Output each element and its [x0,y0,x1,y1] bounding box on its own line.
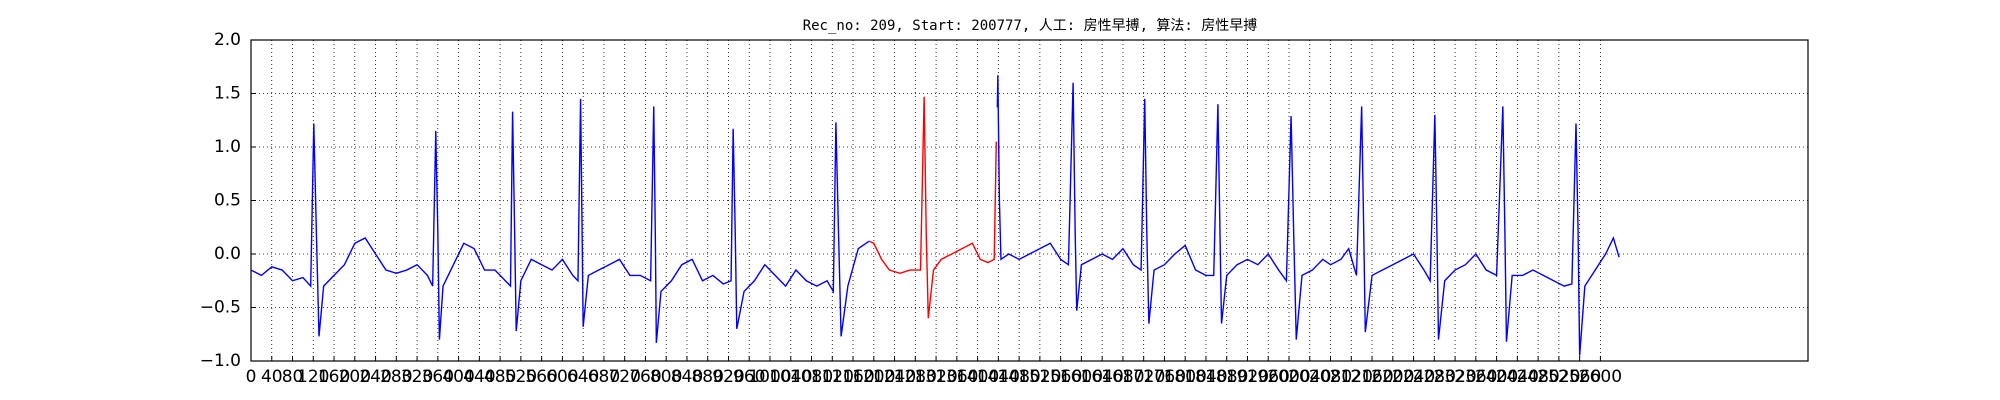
x-tick-label: 2240 [1392,367,1435,387]
x-tick-label: 2600 [1579,367,1622,387]
x-tick-label: 1960 [1247,367,1290,387]
x-tick-label: 2560 [1558,367,1601,387]
x-tick-label: 760 [629,367,661,387]
x-tick-label: 2440 [1496,367,1539,387]
x-tick-label: 640 [567,367,599,387]
x-tick-label: 1720 [1122,367,1165,387]
x-tick-label: 320 [401,367,433,387]
x-tick-label: 1120 [811,367,854,387]
y-tick-label: 1.0 [214,137,241,157]
x-tick-label: 1520 [1018,367,1061,387]
x-tick-label: 440 [463,367,495,387]
x-tick-label: 2200 [1371,367,1414,387]
x-tick-label: 1160 [831,367,874,387]
y-tick-label: 2.0 [214,30,241,50]
x-tick-label: 1760 [1143,367,1186,387]
x-tick-label: 2480 [1516,367,1559,387]
x-tick-label: 1240 [873,367,916,387]
x-tick-label: 1000 [748,367,791,387]
x-tick-label: 2000 [1267,367,1310,387]
x-tick-label: 920 [712,367,744,387]
x-tick-label: 2040 [1288,367,1331,387]
x-tick-label: 360 [422,367,454,387]
x-tick-label: 1360 [935,367,978,387]
x-tick-label: 160 [318,367,350,387]
x-tick-label: 840 [671,367,703,387]
x-tick-label: 40 [261,367,283,387]
signal-line [868,96,997,319]
x-tick-label: 1040 [769,367,812,387]
x-tick-label: 200 [339,367,371,387]
x-tick-label: 2400 [1475,367,1518,387]
signal-line [996,75,1620,356]
x-tick-label: 480 [484,367,516,387]
x-tick-label: 1440 [977,367,1020,387]
x-tick-label: 880 [691,367,723,387]
x-tick-label: 800 [650,367,682,387]
y-tick-label: −1.0 [200,351,241,371]
x-tick-label: 1400 [956,367,999,387]
x-tick-label: 1800 [1164,367,1207,387]
x-tick-label: 240 [359,367,391,387]
x-tick-label: 600 [546,367,578,387]
x-tick-label: 280 [380,367,412,387]
chart-title: Rec_no: 209, Start: 200777, 人工: 房性早搏, 算法… [803,17,1258,34]
x-tick-label: 1280 [894,367,937,387]
x-tick-label: 1640 [1081,367,1124,387]
x-tick-label: 960 [733,367,765,387]
y-tick-label: 0.0 [214,244,241,264]
y-tick-label: 0.5 [214,191,241,211]
x-tick-label: 2520 [1537,367,1580,387]
x-tick-label: 1600 [1060,367,1103,387]
x-tick-label: 2280 [1413,367,1456,387]
x-tick-label: 120 [297,367,329,387]
x-tick-label: 1560 [1039,367,1082,387]
x-tick-label: 680 [588,367,620,387]
x-tick-label: 1200 [852,367,895,387]
x-tick-label: 1680 [1101,367,1144,387]
x-tick-label: 1880 [1205,367,1248,387]
y-tick-label: −0.5 [200,298,241,318]
x-tick-label: 1320 [914,367,957,387]
x-tick-label: 520 [505,367,537,387]
x-tick-label: 1080 [790,367,833,387]
signal-line [250,98,870,343]
x-tick-label: 2160 [1350,367,1393,387]
x-tick-label: 2120 [1330,367,1373,387]
x-tick-label: 560 [525,367,557,387]
x-tick-label: 1480 [997,367,1040,387]
x-tick-label: 2320 [1433,367,1476,387]
x-tick-label: 80 [282,367,304,387]
x-tick-label: 1840 [1184,367,1227,387]
x-tick-label: 2080 [1309,367,1352,387]
x-tick-label: 0 [246,367,257,387]
x-tick-label: 720 [608,367,640,387]
y-tick-label: 1.5 [214,84,241,104]
x-tick-label: 400 [442,367,474,387]
x-tick-label: 2360 [1454,367,1497,387]
x-tick-label: 1920 [1226,367,1269,387]
